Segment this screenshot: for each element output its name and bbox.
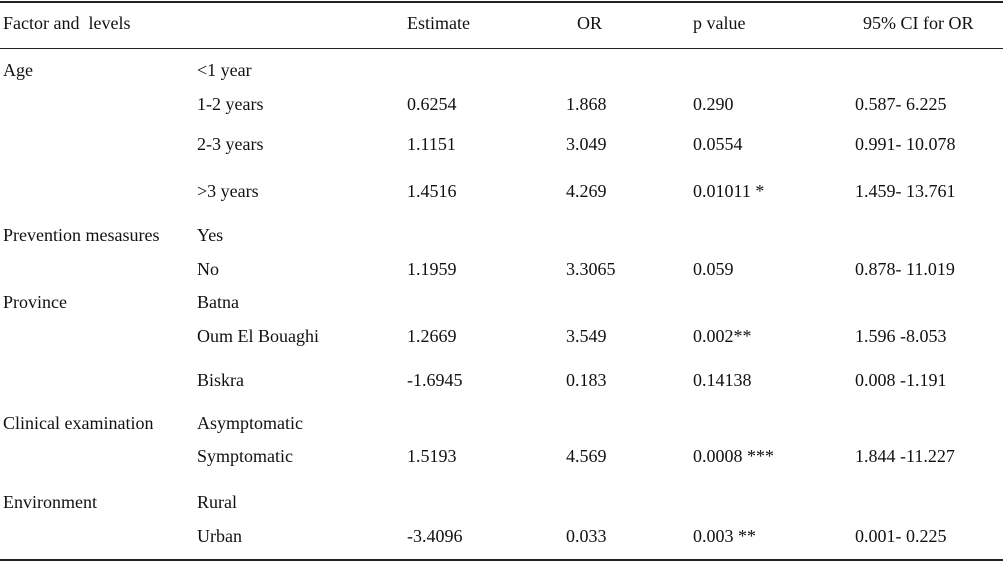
p-value: 0.290 (693, 94, 734, 114)
level: No (197, 259, 219, 279)
level: Asymptomatic (197, 413, 303, 433)
estimate: 1.4516 (407, 181, 457, 201)
level: Rural (197, 492, 237, 512)
level: Oum El Bouaghi (197, 326, 319, 346)
level: 2-3 years (197, 134, 264, 154)
estimate: 1.1151 (407, 134, 456, 154)
level: <1 year (197, 60, 252, 80)
confidence-interval: 0.001- 0.225 (855, 526, 947, 546)
confidence-interval: 1.844 -11.227 (855, 446, 955, 466)
odds-ratio: 3.049 (566, 134, 607, 154)
level: Symptomatic (197, 446, 293, 466)
factor: Clinical examination (3, 413, 154, 433)
factor: Environment (3, 492, 97, 512)
estimate: -1.6945 (407, 370, 463, 390)
p-value: 0.14138 (693, 370, 752, 390)
level: Yes (197, 225, 224, 245)
header-cell: Factor and levels (3, 13, 131, 33)
p-value: 0.059 (693, 259, 734, 279)
bottom-rule (0, 559, 1003, 561)
p-value: 0.0554 (693, 134, 743, 154)
level: Batna (197, 292, 239, 312)
p-value: 0.01011 * (693, 181, 765, 201)
odds-ratio: 3.3065 (566, 259, 616, 279)
confidence-interval: 0.878- 11.019 (855, 259, 955, 279)
confidence-interval: 1.596 -8.053 (855, 326, 947, 346)
level: Biskra (197, 370, 244, 390)
odds-ratio: 0.183 (566, 370, 607, 390)
odds-ratio: 3.549 (566, 326, 607, 346)
estimate: 1.2669 (407, 326, 457, 346)
odds-ratio: 4.569 (566, 446, 607, 466)
level: Urban (197, 526, 242, 546)
estimate: 0.6254 (407, 94, 457, 114)
odds-ratio: 0.033 (566, 526, 607, 546)
odds-ratio: 4.269 (566, 181, 607, 201)
factor: Prevention mesasures (3, 225, 160, 245)
p-value: 0.0008 *** (693, 446, 774, 466)
level: 1-2 years (197, 94, 264, 114)
factor: Province (3, 292, 67, 312)
p-value: 0.002** (693, 326, 752, 346)
factor: Age (3, 60, 33, 80)
header-cell: p value (693, 13, 746, 33)
confidence-interval: 0.008 -1.191 (855, 370, 947, 390)
top-rule (0, 1, 1003, 3)
confidence-interval: 1.459- 13.761 (855, 181, 956, 201)
level: >3 years (197, 181, 259, 201)
header-cell: 95% CI for OR (863, 13, 974, 33)
confidence-interval: 0.587- 6.225 (855, 94, 947, 114)
header-cell: Estimate (407, 13, 470, 33)
header-cell: OR (577, 13, 603, 33)
odds-ratio: 1.868 (566, 94, 607, 114)
estimate: -3.4096 (407, 526, 463, 546)
confidence-interval: 0.991- 10.078 (855, 134, 956, 154)
estimate: 1.1959 (407, 259, 457, 279)
header-rule (0, 48, 1003, 49)
estimate: 1.5193 (407, 446, 457, 466)
p-value: 0.003 ** (693, 526, 756, 546)
